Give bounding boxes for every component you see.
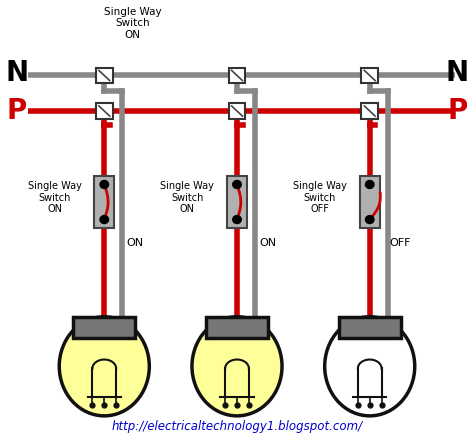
Text: Single Way
Switch
ON: Single Way Switch ON	[27, 181, 82, 214]
Bar	[227, 176, 247, 227]
Text: ON: ON	[127, 238, 144, 248]
Text: N: N	[5, 59, 28, 87]
Circle shape	[365, 181, 374, 189]
Ellipse shape	[325, 317, 415, 416]
Text: Single Way
Switch
ON: Single Way Switch ON	[104, 7, 162, 40]
Bar	[360, 176, 380, 227]
Bar	[96, 67, 113, 83]
Text: N: N	[446, 59, 469, 87]
Text: OFF: OFF	[390, 238, 411, 248]
Ellipse shape	[192, 317, 282, 416]
Text: ON: ON	[259, 238, 276, 248]
Bar	[228, 103, 246, 119]
Text: http://electricaltechnology1.blogspot.com/: http://electricaltechnology1.blogspot.co…	[111, 420, 363, 433]
Text: Single Way
Switch
ON: Single Way Switch ON	[160, 181, 214, 214]
Circle shape	[233, 181, 241, 189]
Text: P: P	[447, 97, 467, 125]
Bar	[96, 103, 113, 119]
Circle shape	[100, 215, 109, 224]
Bar	[361, 67, 378, 83]
Bar	[339, 317, 401, 338]
Ellipse shape	[59, 317, 149, 416]
Bar	[228, 67, 246, 83]
Bar	[361, 103, 378, 119]
Bar	[94, 176, 114, 227]
Circle shape	[365, 215, 374, 224]
Text: Single Way
Switch
OFF: Single Way Switch OFF	[293, 181, 347, 214]
Circle shape	[233, 215, 241, 224]
Circle shape	[100, 181, 109, 189]
Bar	[73, 317, 135, 338]
Text: P: P	[7, 97, 27, 125]
Bar	[206, 317, 268, 338]
